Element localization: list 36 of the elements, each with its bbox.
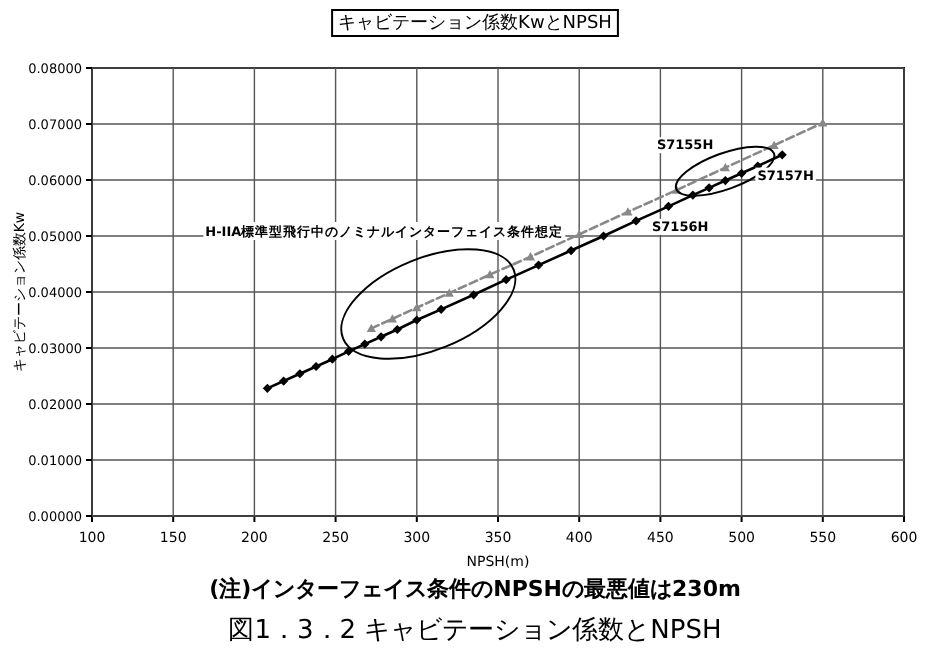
point bbox=[566, 245, 576, 256]
point bbox=[623, 207, 633, 216]
chart-title: キャビテーション係数KwとNPSH bbox=[338, 12, 612, 34]
point bbox=[534, 260, 544, 270]
point bbox=[663, 201, 674, 211]
point bbox=[295, 369, 305, 379]
point bbox=[485, 270, 495, 279]
point bbox=[376, 332, 386, 342]
point bbox=[469, 290, 479, 300]
point bbox=[574, 229, 584, 238]
point bbox=[262, 383, 272, 393]
point bbox=[777, 150, 787, 160]
point bbox=[598, 231, 609, 241]
point bbox=[360, 339, 370, 349]
point bbox=[704, 183, 714, 193]
point bbox=[444, 288, 454, 297]
point bbox=[279, 376, 289, 386]
point bbox=[720, 175, 730, 186]
point bbox=[501, 275, 511, 285]
point bbox=[818, 118, 828, 127]
point bbox=[769, 140, 779, 149]
point bbox=[436, 304, 446, 314]
point bbox=[412, 303, 422, 312]
point bbox=[343, 346, 354, 356]
point bbox=[327, 354, 337, 364]
text: (注)インターフェイス条件のNPSHの最悪値は230m bbox=[209, 576, 741, 602]
caption: 図1．3．2 キャビテーション係数とNPSH bbox=[228, 616, 722, 646]
point bbox=[387, 314, 398, 323]
point bbox=[631, 216, 641, 226]
point bbox=[392, 324, 402, 335]
point bbox=[720, 163, 730, 172]
point bbox=[525, 252, 536, 261]
point bbox=[737, 168, 747, 178]
point bbox=[311, 361, 321, 372]
point bbox=[366, 323, 376, 333]
point bbox=[412, 315, 422, 325]
